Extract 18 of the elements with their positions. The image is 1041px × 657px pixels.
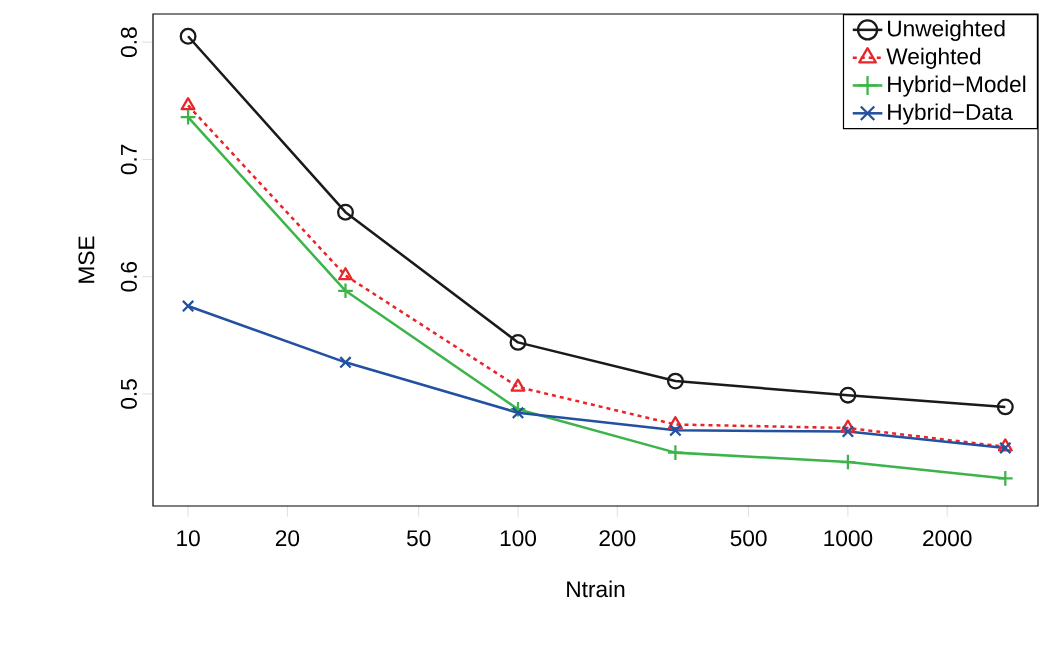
x-tick-label: 100 (500, 530, 537, 547)
x-axis-title: Ntrain (567, 580, 625, 598)
x-tick-label: 1000 (824, 530, 873, 547)
y-tick-label: 0.7 (120, 144, 137, 175)
x-tick-label: 10 (177, 530, 200, 547)
y-axis-title: MSE (78, 236, 95, 283)
y-tick-label: 0.8 (120, 27, 137, 58)
legend-label: Weighted (886, 47, 981, 69)
x-tick-label: 2000 (923, 530, 972, 547)
x-tick-label: 20 (275, 530, 300, 547)
x-tick-label: 200 (599, 530, 636, 547)
legend-label: Unweighted (888, 19, 1005, 42)
legend-label: Hybrid−Model (888, 75, 1026, 97)
legend-label: Hybrid−Data (888, 103, 1013, 125)
x-tick-label: 50 (406, 530, 431, 547)
y-tick-label: 0.6 (120, 261, 137, 292)
x-tick-label: 500 (730, 530, 767, 547)
y-tick-label: 0.5 (120, 379, 137, 409)
